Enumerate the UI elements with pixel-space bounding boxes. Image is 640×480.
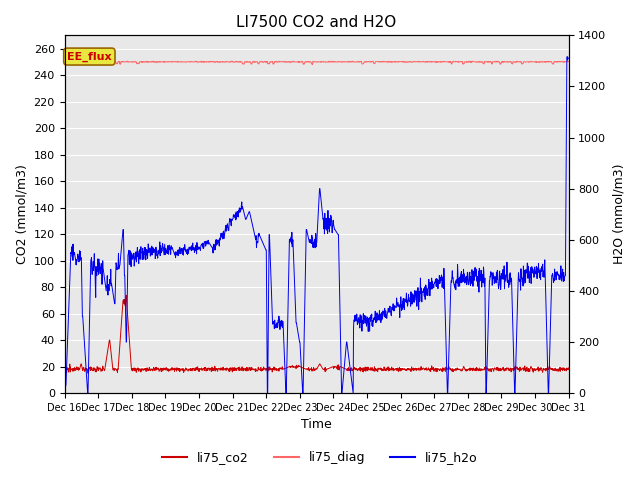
li75_h2o <box>563 54 571 60</box>
li75_diag <box>506 59 513 64</box>
li75_co2 <box>161 366 169 372</box>
li75_h2o <box>564 55 572 61</box>
li75_diag <box>230 60 237 65</box>
Y-axis label: H2O (mmol/m3): H2O (mmol/m3) <box>612 164 625 264</box>
li75_h2o <box>505 285 513 290</box>
li75_co2 <box>461 366 468 372</box>
li75_co2 <box>230 368 237 373</box>
li75_co2 <box>122 292 130 298</box>
Text: EE_flux: EE_flux <box>67 51 111 62</box>
li75_co2 <box>506 367 513 372</box>
li75_h2o <box>173 252 180 258</box>
li75_co2 <box>84 371 92 376</box>
li75_co2 <box>396 366 403 372</box>
li75_diag <box>564 59 572 64</box>
li75_h2o <box>161 247 168 252</box>
li75_diag <box>173 59 180 65</box>
Legend: li75_co2, li75_diag, li75_h2o: li75_co2, li75_diag, li75_h2o <box>157 446 483 469</box>
li75_h2o <box>61 390 68 396</box>
li75_diag <box>228 58 236 64</box>
Title: LI7500 CO2 and H2O: LI7500 CO2 and H2O <box>236 15 397 30</box>
li75_diag <box>396 59 403 64</box>
Y-axis label: CO2 (mmol/m3): CO2 (mmol/m3) <box>15 164 28 264</box>
li75_h2o <box>460 271 468 277</box>
li75_h2o <box>229 216 237 222</box>
li75_diag <box>461 59 468 65</box>
Line: li75_diag: li75_diag <box>65 61 568 64</box>
Line: li75_co2: li75_co2 <box>65 295 568 373</box>
Line: li75_h2o: li75_h2o <box>65 57 568 393</box>
li75_h2o <box>394 301 402 307</box>
X-axis label: Time: Time <box>301 419 332 432</box>
li75_co2 <box>564 365 572 371</box>
li75_co2 <box>61 369 68 375</box>
li75_diag <box>308 61 316 67</box>
li75_diag <box>61 59 68 65</box>
li75_diag <box>161 60 168 65</box>
li75_co2 <box>173 366 181 372</box>
